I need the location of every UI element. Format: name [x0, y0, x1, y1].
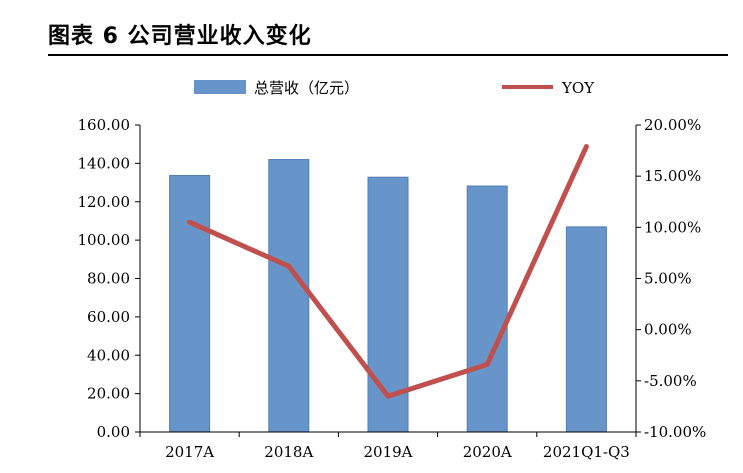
y-left-tick-label: 40.00 — [87, 346, 130, 364]
bar-2018A — [268, 159, 310, 433]
x-tick-label: 2018A — [264, 443, 313, 461]
watermark-shadow: 头条 @认是 — [651, 445, 731, 463]
y-left-tick-label: 120.00 — [78, 193, 131, 211]
x-tick-label: 2017A — [165, 443, 214, 461]
yoy-point-2021Q1-Q3 — [584, 144, 589, 149]
yoy-point-2017A — [187, 220, 192, 225]
y-left-tick-label: 80.00 — [87, 270, 130, 288]
title-underline — [48, 54, 728, 56]
x-tick-label: 2020A — [463, 443, 512, 461]
y-left-tick-label: 20.00 — [87, 385, 130, 403]
legend-label-revenue: 总营收（亿元） — [254, 79, 359, 97]
x-tick-label: 2021Q1-Q3 — [543, 443, 630, 461]
yoy-point-2019A — [386, 394, 390, 399]
legend-label-yoy: YOY — [561, 79, 595, 97]
y-left-tick-label: 60.00 — [87, 308, 130, 326]
y-left-tick-label: 160.00 — [78, 116, 131, 134]
bar-2017A — [169, 174, 211, 433]
legend: 总营收（亿元） YOY — [194, 79, 595, 97]
y-right-tick-label: 5.00% — [644, 270, 692, 288]
y-right-tick-label: 15.00% — [644, 167, 701, 185]
y-right-tick-label: 0.00% — [644, 321, 692, 339]
chart-title: 图表 6 公司营业收入变化 — [48, 24, 312, 49]
y-left-tick-label: 140.00 — [78, 154, 131, 172]
y-right-tick-label: 10.00% — [644, 218, 701, 236]
axes: 0.00 20.00 40.00 60.00 80.00 100.00 120.00 140.… — [78, 116, 707, 461]
yoy-point-2018A — [286, 264, 291, 269]
x-tick-label: 2019A — [363, 443, 412, 461]
legend-swatch-revenue — [194, 80, 246, 94]
yoy-point-2020A — [485, 362, 490, 367]
watermark-text: 头条 @认是 — [650, 444, 730, 462]
y-left-tick-label: 100.00 — [78, 231, 131, 249]
bar-2021Q1-Q3 — [565, 226, 607, 433]
bar-2020A — [466, 185, 508, 433]
bars — [169, 159, 607, 433]
y-right-tick-label: -10.00% — [644, 423, 706, 441]
y-left-tick-label: 0.00 — [97, 423, 130, 441]
y-right-tick-label: 20.00% — [644, 116, 701, 134]
yoy-line — [187, 143, 589, 399]
y-right-tick-label: -5.00% — [644, 372, 697, 390]
